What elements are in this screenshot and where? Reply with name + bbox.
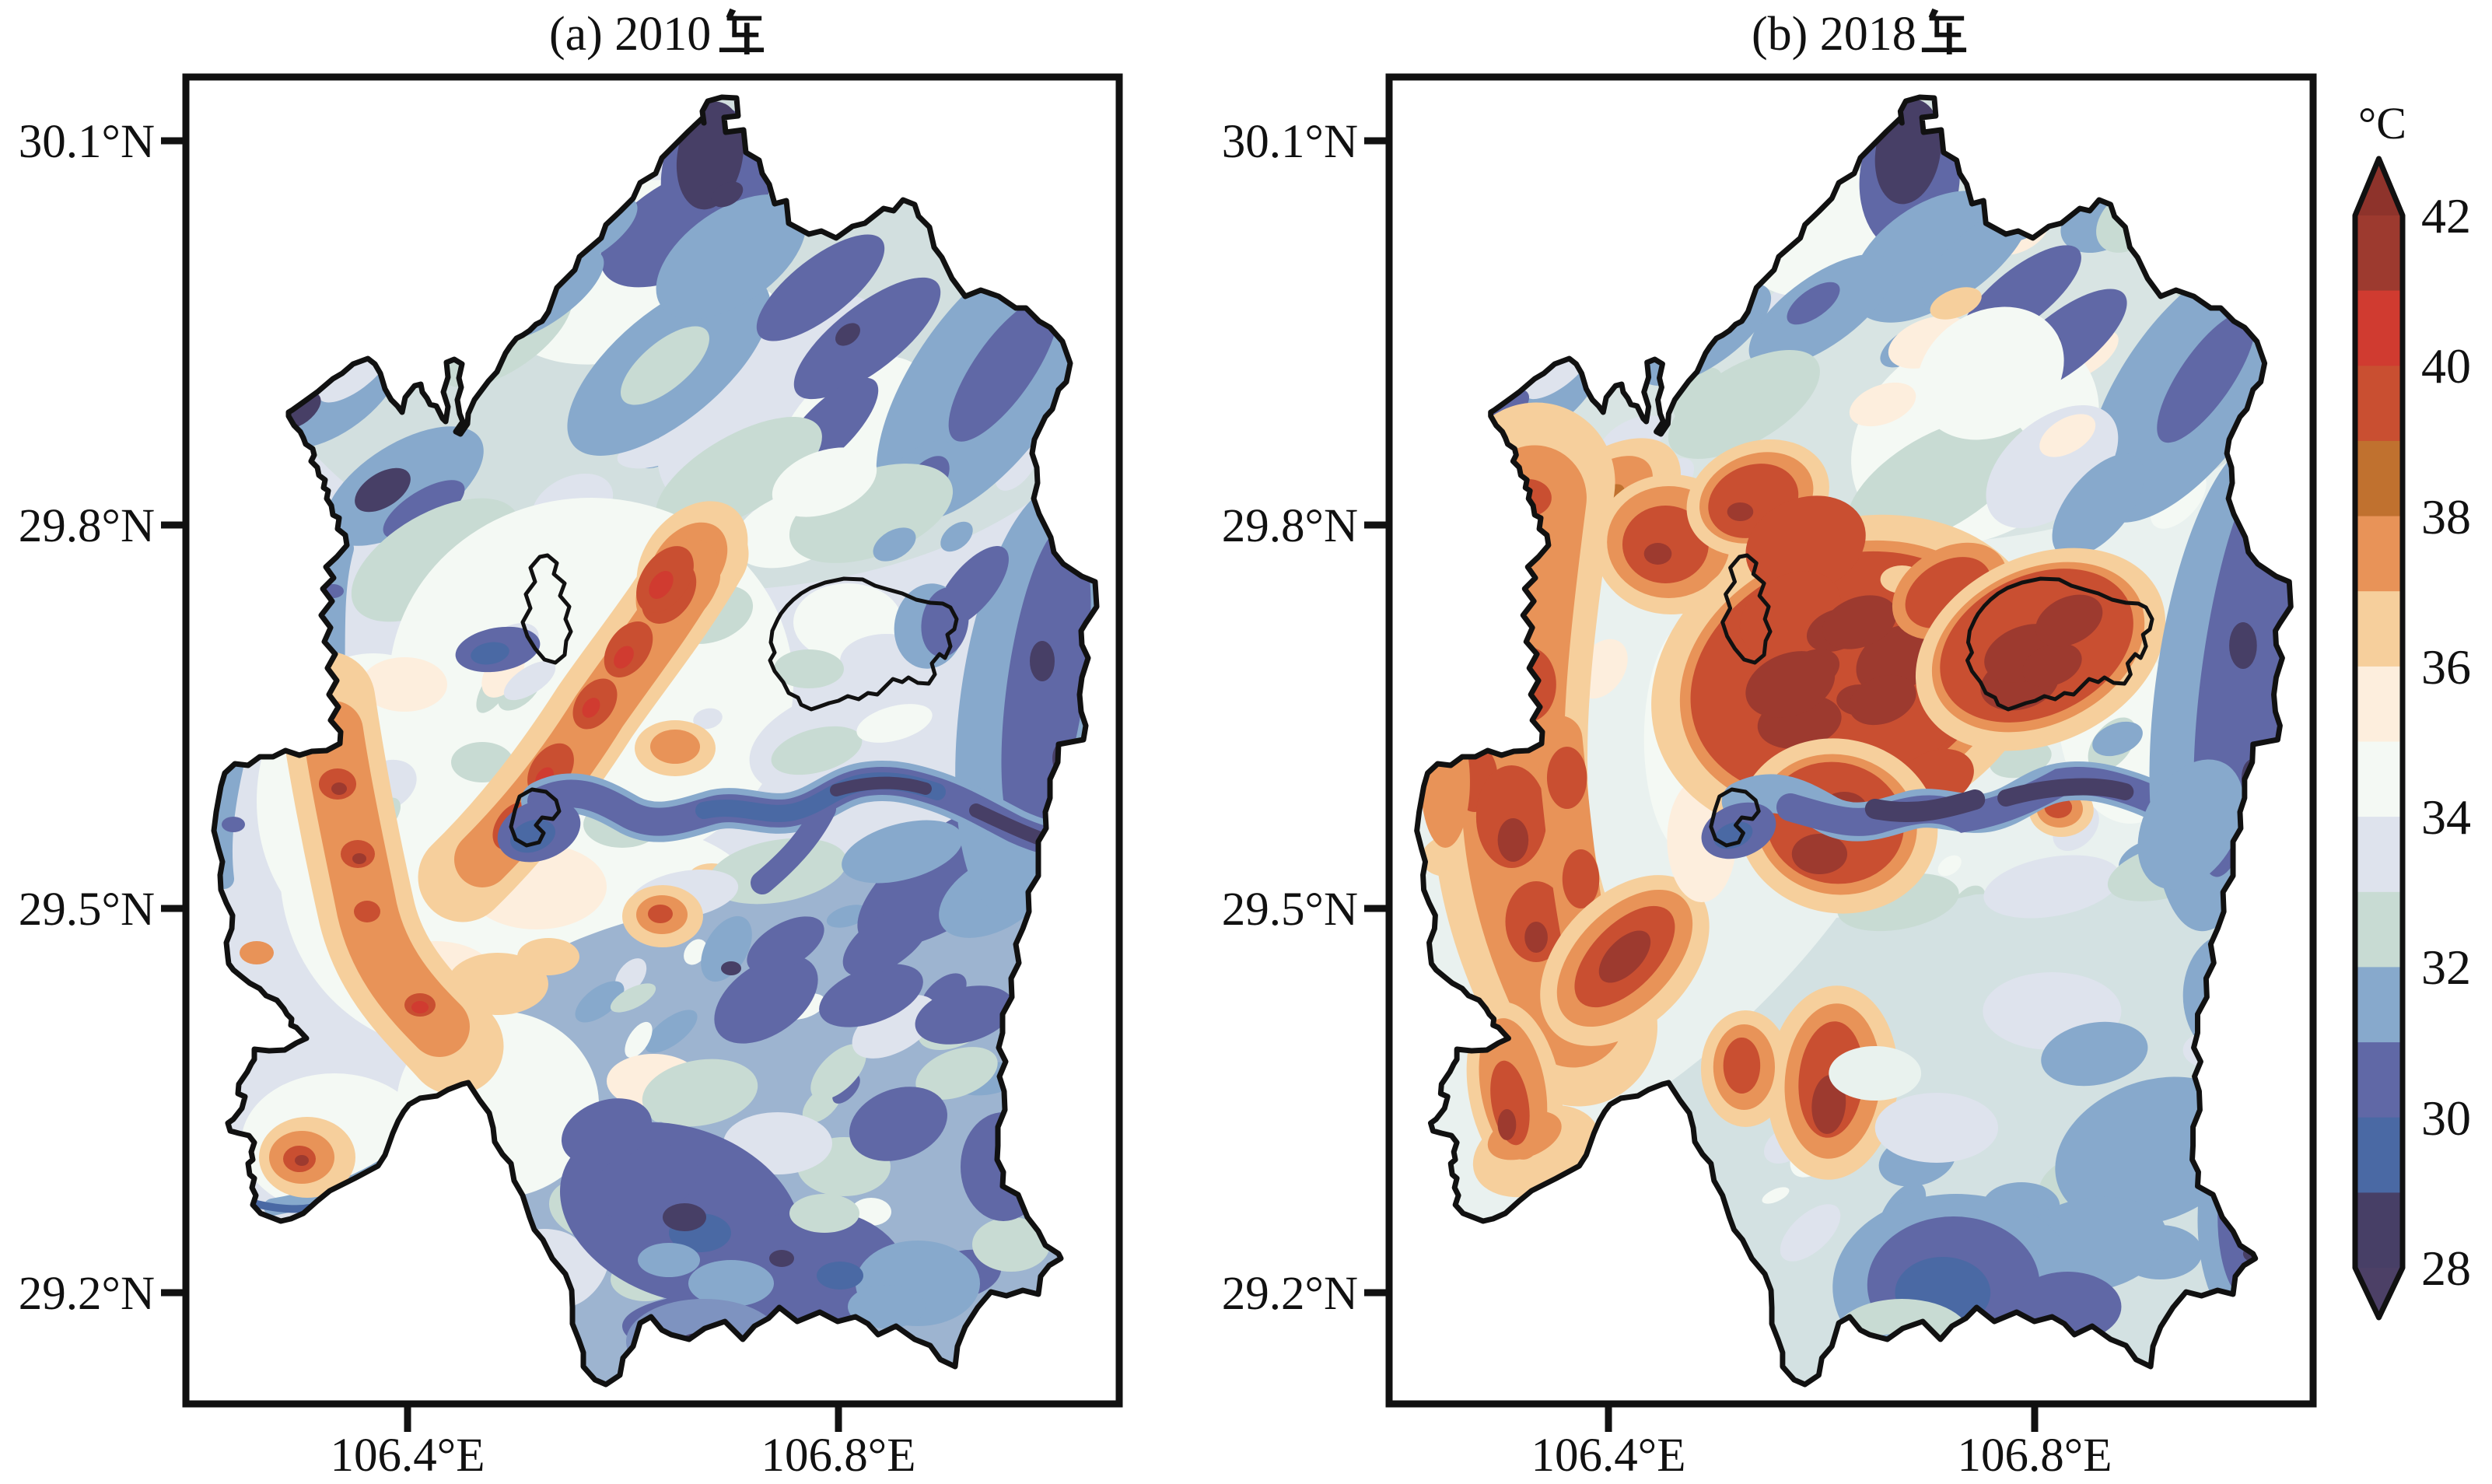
svg-text:38: 38 [2421, 489, 2471, 544]
svg-text:30.1°N: 30.1°N [19, 116, 155, 168]
svg-text:29.5°N: 29.5°N [1222, 884, 1358, 936]
svg-text:30.1°N: 30.1°N [1222, 116, 1358, 168]
svg-text:106.8°E: 106.8°E [1958, 1430, 2112, 1480]
svg-text:106.4°E: 106.4°E [1531, 1430, 1686, 1480]
svg-text:32: 32 [2421, 940, 2471, 995]
svg-text:42: 42 [2421, 188, 2471, 243]
svg-text:(a) 2010: (a) 2010 [549, 8, 711, 61]
svg-text:29.8°N: 29.8°N [1222, 500, 1358, 552]
svg-text:40: 40 [2421, 338, 2471, 394]
svg-text:29.2°N: 29.2°N [19, 1268, 155, 1320]
svg-text:28: 28 [2421, 1241, 2471, 1296]
svg-text:°C: °C [2358, 98, 2406, 149]
svg-text:29.5°N: 29.5°N [19, 884, 155, 936]
svg-text:106.8°E: 106.8°E [761, 1430, 916, 1480]
svg-text:34: 34 [2421, 789, 2471, 845]
svg-text:29.2°N: 29.2°N [1222, 1268, 1358, 1320]
svg-text:29.8°N: 29.8°N [19, 500, 155, 552]
svg-text:(b) 2018: (b) 2018 [1752, 8, 1916, 61]
svg-text:36: 36 [2421, 639, 2471, 695]
svg-text:30: 30 [2421, 1090, 2471, 1146]
svg-text:106.4°E: 106.4°E [331, 1430, 485, 1480]
